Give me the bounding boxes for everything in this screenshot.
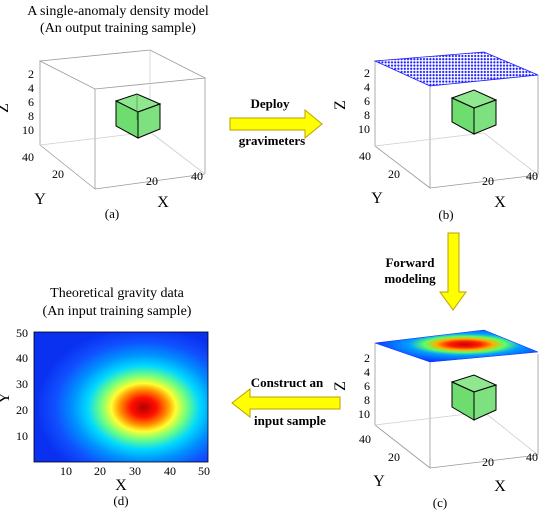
tick-label: 20 [94,464,106,478]
tick-label: 30 [129,464,141,478]
panel-b-label: (b) [438,207,453,222]
tick-label: 4 [364,365,370,379]
deploy-arrow-shape [229,108,323,140]
tick-label: 40 [359,149,371,163]
tick-label: 20 [388,167,400,181]
tick-label: 40 [526,450,538,464]
panel-a: A single-anomaly density model (An outpu… [0,4,209,221]
tick-label: 6 [364,94,370,108]
construct-label-line1: Construct an [251,375,324,390]
panel-a-axis-y: Y [34,191,46,208]
panel-d-title-line1: Theoretical gravity data [50,286,184,301]
panel-c-z-ticks: 2 4 6 8 10 [358,351,370,421]
panel-a-box [38,49,207,190]
tick-label: 50 [16,326,28,340]
panel-c: 2 4 6 8 10 Z 40 20 Y 20 40 X (c) [332,329,539,510]
gravity-heatmap-frame [33,331,209,463]
panel-a-axis-x: X [157,194,169,211]
panel-b-box [374,61,539,189]
panel-b-z-ticks: 2 4 6 8 10 [358,66,370,136]
tick-label: 40 [526,169,538,183]
panel-a-top-face [38,49,207,90]
panel-a-z-ticks: 2 4 6 8 10 [22,67,34,137]
tick-label: 8 [364,108,370,122]
panel-b-anomaly-cube [450,89,498,135]
panel-d-title-line2: (An input training sample) [43,304,192,319]
tick-label: 10 [358,407,370,421]
gravimeter-grid [373,51,539,87]
tick-label: 40 [191,169,203,183]
panel-d-x-ticks: 10 20 30 40 50 [60,464,210,478]
tick-label: 20 [388,450,400,464]
panel-a-axis-z: Z [0,103,12,113]
tick-label: 2 [364,66,370,80]
tick-label: 10 [16,429,28,443]
panel-a-label: (a) [105,206,119,221]
panel-d: Theoretical gravity data (An input train… [0,286,210,508]
tick-label: 40 [16,351,28,365]
panel-b-axis-x: X [494,194,506,211]
panel-a-title-line2: (An output training sample) [40,21,196,36]
construct-arrow-shape [231,387,341,419]
panel-b-axis-y: Y [371,190,383,207]
tick-label: 50 [198,464,210,478]
arrow-construct: Construct an input sample [231,375,341,428]
tick-label: 20 [52,167,64,181]
panel-d-axis-x: X [115,477,127,494]
tick-label: 20 [146,174,158,188]
tick-label: 40 [359,432,371,446]
panel-c-box [374,343,539,469]
panel-c-axis-x: X [494,478,506,495]
tick-label: 30 [16,377,28,391]
panel-b: 2 4 6 8 10 Z 40 20 Y 20 40 X (b) [332,51,539,222]
panel-c-anomaly-cube [450,374,498,421]
tick-label: 10 [22,123,34,137]
panel-d-label: (d) [113,493,128,508]
deploy-label-line1: Deploy [251,96,291,111]
gravity-surface [374,329,539,363]
tick-label: 2 [28,67,34,81]
tick-label: 6 [364,379,370,393]
tick-label: 8 [364,393,370,407]
forward-arrow-shape [439,232,467,311]
tick-label: 20 [482,174,494,188]
panel-c-label: (c) [433,495,447,510]
tick-label: 6 [28,95,34,109]
forward-label-line2: modeling [384,271,436,286]
deploy-label-line2: gravimeters [239,133,305,148]
tick-label: 10 [358,122,370,136]
arrow-forward-modeling: Forward modeling [384,232,467,311]
tick-label: 10 [60,464,72,478]
panel-a-title-line1: A single-anomaly density model [27,4,209,19]
tick-label: 20 [16,403,28,417]
panel-c-axis-z: Z [332,381,349,391]
panel-d-y-ticks: 50 40 30 20 10 [16,326,28,443]
tick-label: 40 [164,464,176,478]
tick-label: 4 [28,81,34,95]
panel-c-axis-y: Y [373,473,385,490]
construct-label-line2: input sample [254,413,326,428]
arrow-deploy: Deploy gravimeters [229,96,323,148]
panel-d-axis-y: Y [0,392,13,404]
tick-label: 8 [28,109,34,123]
gravity-heatmap [34,332,208,462]
panel-a-anomaly-cube [114,93,162,139]
tick-label: 20 [482,455,494,469]
panel-b-axis-z: Z [332,100,349,110]
tick-label: 2 [364,351,370,365]
tick-label: 4 [364,80,370,94]
tick-label: 40 [22,150,34,164]
forward-label-line1: Forward [385,255,435,270]
